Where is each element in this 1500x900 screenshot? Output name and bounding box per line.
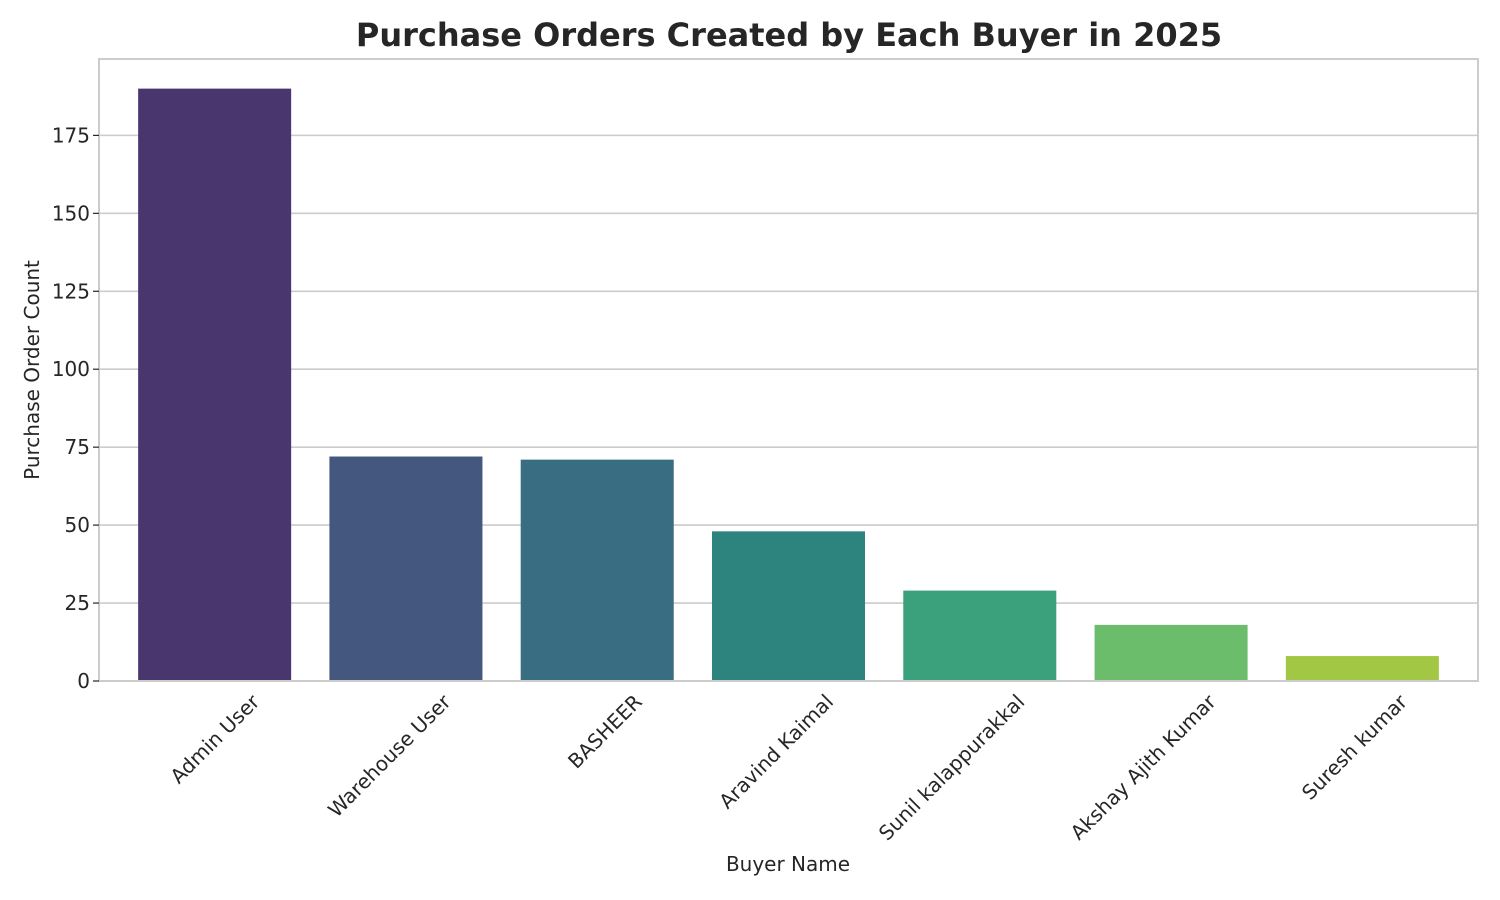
y-axis-ticks: 0 25 50 75 100 125 150 175 <box>52 123 99 693</box>
bar-suresh-kumar <box>1285 656 1439 681</box>
bar-akshay-ajith-kumar <box>1094 624 1248 681</box>
x-tick-label: Sunil kalappurakkal <box>874 690 1030 846</box>
y-tick-label: 150 <box>52 201 90 225</box>
x-tick-label: BASHEER <box>563 689 647 773</box>
y-tick-label: 25 <box>65 591 90 615</box>
y-tick-label: 100 <box>52 357 90 381</box>
bar-warehouse-user <box>329 456 483 681</box>
x-tick-label: Warehouse User <box>323 689 456 822</box>
x-tick-label: Admin User <box>165 689 264 788</box>
bars <box>138 88 1439 682</box>
bar-basheer <box>520 459 674 681</box>
y-tick-label: 0 <box>77 669 90 693</box>
plot-frame <box>98 58 1479 682</box>
bar-admin-user <box>138 88 292 682</box>
x-tick-label: Aravind Kaimal <box>714 690 838 814</box>
chart-title: Purchase Orders Created by Each Buyer in… <box>356 16 1222 54</box>
gridlines <box>99 134 1478 682</box>
x-tick-label: Akshay Ajith Kumar <box>1066 689 1222 845</box>
bar-aravind-kaimal <box>711 531 866 681</box>
y-tick-label: 50 <box>65 513 90 537</box>
x-axis-ticks: Admin User Warehouse User BASHEER Aravind K… <box>165 689 1412 845</box>
y-tick-label: 175 <box>52 123 90 147</box>
y-tick-label: 75 <box>65 435 90 459</box>
y-tick-label: 125 <box>52 279 90 303</box>
x-tick-label: Suresh kumar <box>1297 689 1412 804</box>
bar-sunil-kalappurakkal <box>903 590 1057 681</box>
x-axis-label: Buyer Name <box>726 852 850 876</box>
y-axis-label: Purchase Order Count <box>20 260 44 480</box>
